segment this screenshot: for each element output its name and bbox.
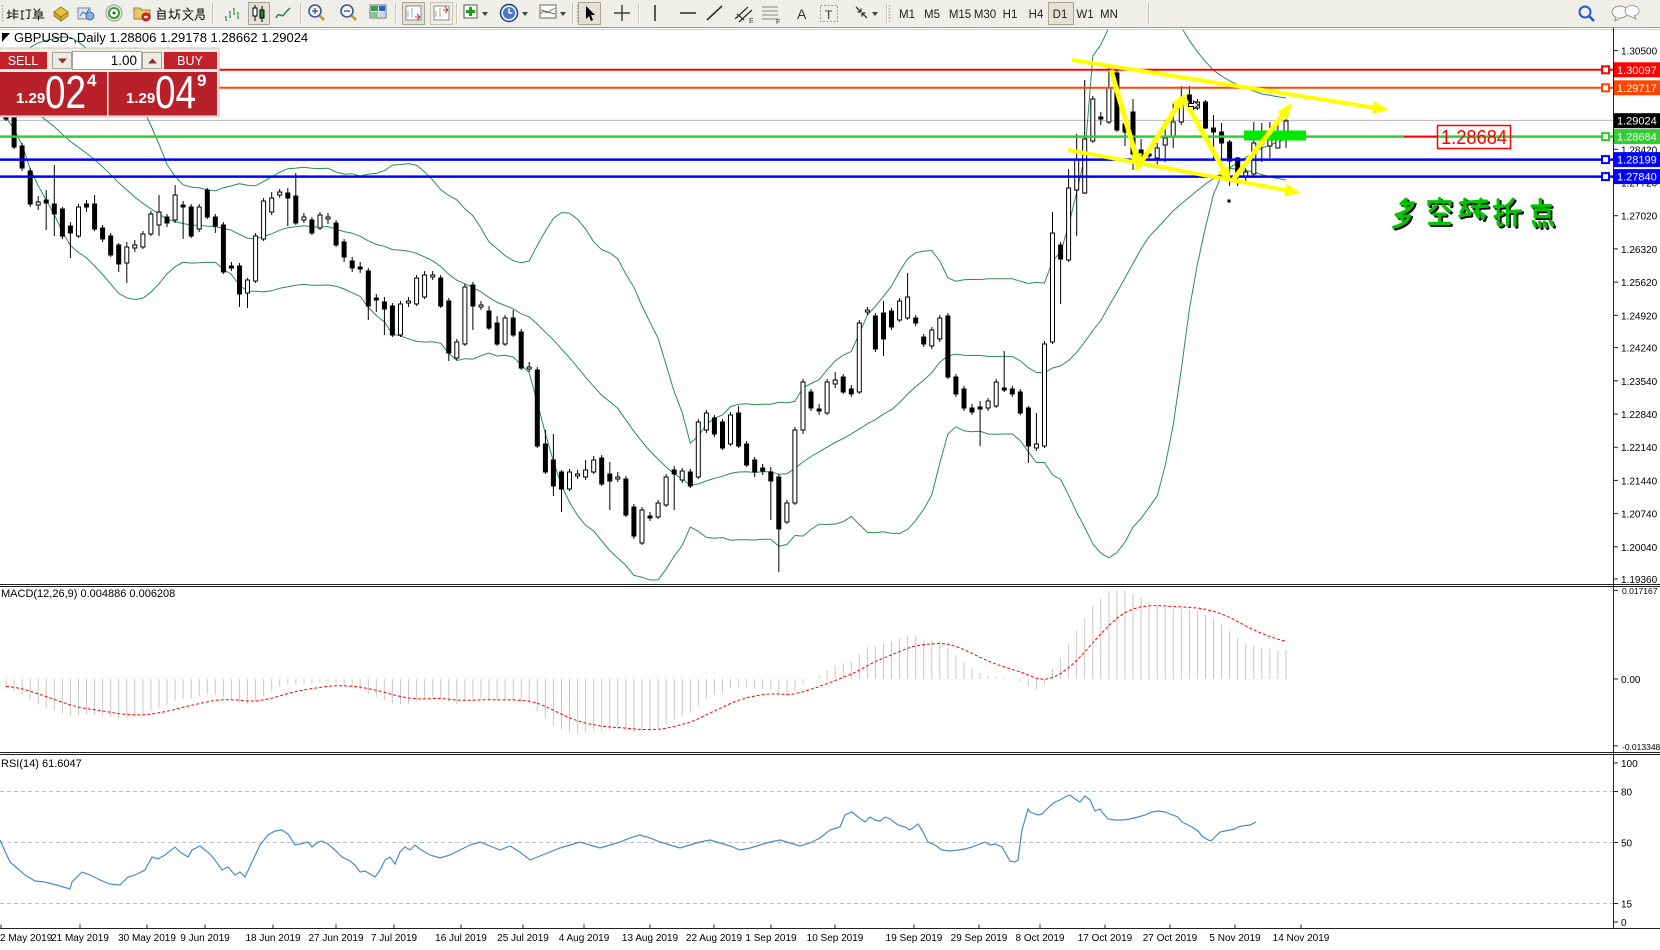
svg-text:A: A [797, 6, 807, 22]
svg-text:1.28420: 1.28420 [1621, 145, 1658, 156]
svg-text:80: 80 [1621, 788, 1633, 799]
svg-text:9 Jun 2019: 9 Jun 2019 [180, 933, 230, 944]
svg-text:8 Oct 2019: 8 Oct 2019 [1016, 933, 1065, 944]
svg-text:1.25620: 1.25620 [1621, 278, 1658, 289]
svg-text:02: 02 [45, 66, 86, 118]
svg-text:22 Aug 2019: 22 Aug 2019 [686, 933, 743, 944]
svg-text:4: 4 [87, 71, 97, 90]
svg-text:100: 100 [1621, 759, 1638, 770]
svg-text:H4: H4 [1029, 9, 1044, 21]
svg-text:GBPUSD-,Daily 1.28806 1.29178: GBPUSD-,Daily 1.28806 1.29178 1.28662 1.… [14, 30, 308, 45]
svg-text:5 Nov 2019: 5 Nov 2019 [1209, 933, 1261, 944]
svg-text:SELL: SELL [8, 54, 39, 68]
svg-text:M30: M30 [974, 9, 996, 21]
svg-text:10 Sep 2019: 10 Sep 2019 [807, 933, 864, 944]
svg-text:14 Nov 2019: 14 Nov 2019 [1273, 933, 1330, 944]
svg-text:T: T [825, 8, 833, 22]
svg-text:BUY: BUY [177, 54, 203, 68]
svg-text:7 Jul 2019: 7 Jul 2019 [371, 933, 418, 944]
svg-text:1.29: 1.29 [16, 90, 45, 107]
svg-text:2 May 2019: 2 May 2019 [0, 933, 53, 944]
svg-text:9: 9 [197, 71, 206, 90]
svg-text:H1: H1 [1003, 9, 1018, 21]
svg-text:16 Jul 2019: 16 Jul 2019 [435, 933, 487, 944]
svg-text:04: 04 [155, 66, 196, 118]
svg-text:1.23540: 1.23540 [1621, 377, 1658, 388]
svg-text:1.28684: 1.28684 [1617, 132, 1657, 144]
svg-text:1.27840: 1.27840 [1617, 172, 1657, 184]
svg-text:1.29: 1.29 [126, 90, 155, 107]
svg-text:1.19360: 1.19360 [1621, 575, 1658, 586]
svg-text:1.24920: 1.24920 [1621, 311, 1658, 322]
svg-text:1.24240: 1.24240 [1621, 344, 1658, 355]
svg-text:50: 50 [1621, 839, 1633, 850]
svg-text:W1: W1 [1076, 9, 1093, 21]
svg-text:25 Jul 2019: 25 Jul 2019 [497, 933, 549, 944]
svg-text:27 Jun 2019: 27 Jun 2019 [308, 933, 363, 944]
svg-text:30 May 2019: 30 May 2019 [118, 933, 176, 944]
svg-text:1.30500: 1.30500 [1621, 47, 1658, 58]
svg-text:15: 15 [1621, 900, 1633, 911]
svg-text:4 Aug 2019: 4 Aug 2019 [559, 933, 610, 944]
svg-text:RSI(14) 61.6047: RSI(14) 61.6047 [1, 758, 82, 770]
svg-text:F: F [776, 19, 780, 26]
svg-text:19 Sep 2019: 19 Sep 2019 [886, 933, 943, 944]
svg-text:1.20740: 1.20740 [1621, 510, 1658, 521]
svg-text:D1: D1 [1053, 9, 1068, 21]
svg-text:1.22840: 1.22840 [1621, 410, 1658, 421]
svg-text:MACD(12,26,9) 0.004886 0.00620: MACD(12,26,9) 0.004886 0.006208 [1, 588, 175, 600]
svg-text:17 Oct 2019: 17 Oct 2019 [1078, 933, 1133, 944]
svg-text:1.28684: 1.28684 [1441, 127, 1507, 149]
svg-text:0.017167: 0.017167 [1622, 586, 1658, 596]
svg-text:18 Jun 2019: 18 Jun 2019 [245, 933, 300, 944]
svg-text:E: E [749, 18, 754, 25]
svg-text:1 Sep 2019: 1 Sep 2019 [745, 933, 797, 944]
svg-text:1.29024: 1.29024 [1617, 116, 1657, 128]
svg-text:29 Sep 2019: 29 Sep 2019 [951, 933, 1008, 944]
svg-text:1.29717: 1.29717 [1617, 83, 1657, 95]
svg-text:27 Oct 2019: 27 Oct 2019 [1143, 933, 1198, 944]
svg-text:1.20040: 1.20040 [1621, 543, 1658, 554]
svg-text:1.27020: 1.27020 [1621, 212, 1658, 223]
svg-text:1.22140: 1.22140 [1621, 443, 1658, 454]
svg-text:1.00: 1.00 [111, 53, 137, 68]
svg-text:MN: MN [1100, 9, 1118, 21]
svg-text:1.28199: 1.28199 [1617, 155, 1657, 167]
svg-text:1.30097: 1.30097 [1617, 65, 1657, 77]
svg-text:M1: M1 [899, 9, 915, 21]
svg-text:-0.013348: -0.013348 [1622, 742, 1660, 752]
svg-text:M5: M5 [924, 9, 940, 21]
svg-text:13 Aug 2019: 13 Aug 2019 [622, 933, 679, 944]
svg-text:1.21440: 1.21440 [1621, 476, 1658, 487]
svg-text:0: 0 [1621, 918, 1627, 929]
svg-text:M15: M15 [949, 9, 971, 21]
svg-text:1.26320: 1.26320 [1621, 245, 1658, 256]
svg-text:21 May 2019: 21 May 2019 [51, 933, 109, 944]
svg-text:0.00: 0.00 [1621, 675, 1641, 686]
